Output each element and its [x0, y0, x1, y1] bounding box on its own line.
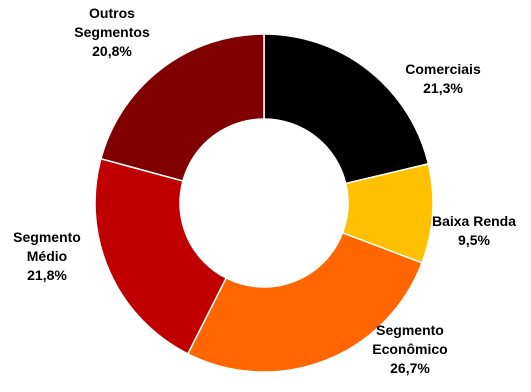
slice-label-3-line-1: Médio	[27, 248, 67, 264]
slice-label-1-line-0: Baixa Renda	[432, 213, 516, 229]
slice-label-2-line-2: 26,7%	[390, 360, 430, 376]
slice-label-3-line-2: 21,8%	[27, 267, 67, 283]
slice-label-0-line-0: Comerciais	[405, 61, 481, 77]
slice-label-4-line-2: 20,8%	[92, 43, 132, 59]
slice-label-2-line-0: Segmento	[376, 322, 444, 338]
slice-labels: Comerciais 21,3% Baixa Renda 9,5% Segmento Ec…	[13, 5, 516, 376]
slice-label-2: Segmento Econômico 26,7%	[372, 322, 447, 376]
slice-label-4-line-1: Segmentos	[74, 24, 150, 40]
slice-label-1-line-1: 9,5%	[458, 232, 490, 248]
donut-slice-3	[94, 157, 228, 355]
slice-label-4: Outros Segmentos 20,8%	[74, 5, 150, 59]
donut-slices	[94, 33, 434, 373]
slice-label-2-line-1: Econômico	[372, 341, 447, 357]
slice-label-0-line-1: 21,3%	[423, 80, 463, 96]
donut-slice-4	[99, 33, 265, 182]
slice-label-3-line-0: Segmento	[13, 229, 81, 245]
slice-label-4-line-0: Outros	[89, 5, 135, 21]
slice-label-1: Baixa Renda 9,5%	[432, 213, 516, 248]
slice-label-0: Comerciais 21,3%	[405, 61, 481, 96]
slice-label-3: Segmento Médio 21,8%	[13, 229, 81, 283]
donut-slice-0	[263, 33, 430, 185]
donut-slice-2	[186, 231, 423, 373]
